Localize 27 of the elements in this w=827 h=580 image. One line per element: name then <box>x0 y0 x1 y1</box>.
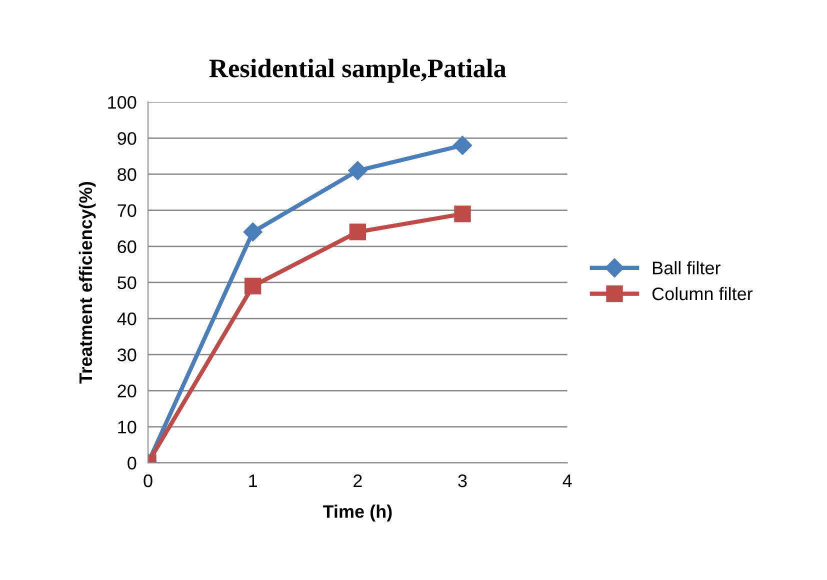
y-tick-label: 50 <box>118 276 136 290</box>
point <box>452 136 472 155</box>
x-axis-title: Time (h) <box>322 504 392 522</box>
y-tick-label: 20 <box>118 384 136 398</box>
point <box>348 161 368 180</box>
y-tick-label: 0 <box>128 456 136 470</box>
y-axis-title: Treatment efficiency(%) <box>78 182 96 384</box>
y-tick-label: 60 <box>118 240 136 254</box>
x-tick-label: 1 <box>249 474 257 488</box>
legend-label: Ball filter <box>653 261 720 274</box>
y-tick-label: 80 <box>118 168 136 181</box>
y-tick-label: 10 <box>118 420 136 434</box>
y-tick-label: 100 <box>108 96 136 109</box>
point <box>454 206 471 222</box>
y-tick-label: 70 <box>118 204 136 218</box>
y-tick-label: 40 <box>117 312 136 326</box>
x-tick-label: 0 <box>144 474 152 488</box>
legend-label: Column filter <box>652 286 753 300</box>
x-tick-label: 2 <box>354 474 362 488</box>
y-tick-label: 30 <box>118 348 136 362</box>
x-tick-label: 3 <box>458 474 467 488</box>
x-tick-label: 4 <box>562 474 572 488</box>
chart-title: Residential sample,Patiala <box>209 58 506 83</box>
point <box>349 224 366 240</box>
y-tick-label: 90 <box>118 132 136 145</box>
point <box>244 278 262 294</box>
point <box>243 222 262 242</box>
